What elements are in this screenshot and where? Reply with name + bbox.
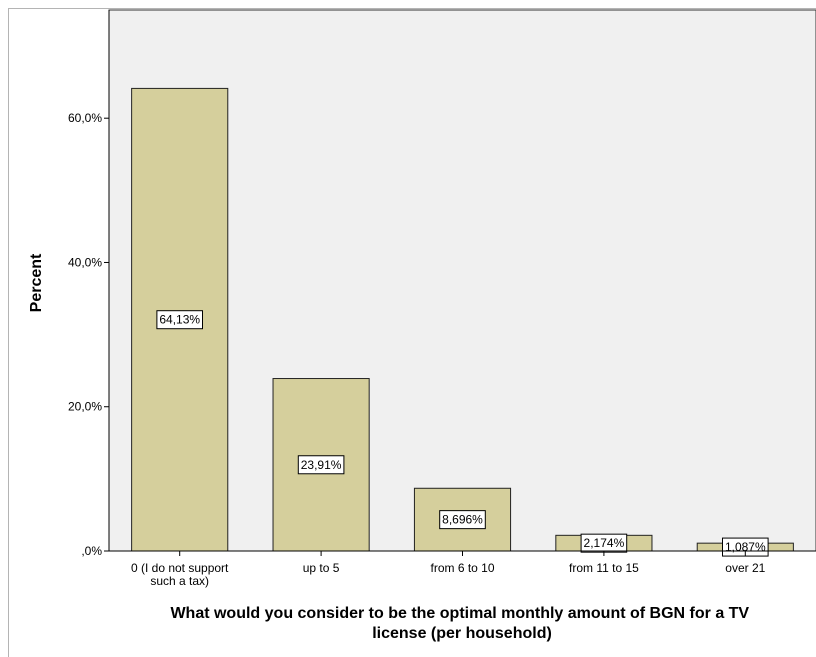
- y-tick-label: 40,0%: [68, 255, 102, 269]
- data-label: 8,696%: [439, 510, 486, 530]
- x-tick-label: over 21: [725, 561, 765, 575]
- x-tick-label: up to 5: [303, 561, 340, 575]
- bar: [272, 378, 370, 552]
- x-axis-title: What would you consider to be the optima…: [170, 605, 753, 642]
- y-tick-label: ,0%: [81, 544, 102, 558]
- y-tick-label: 60,0%: [68, 111, 102, 125]
- y-axis-title: Percent: [28, 253, 45, 312]
- chart-frame: [8, 8, 816, 657]
- x-tick-label: from 11 to 15: [569, 561, 639, 575]
- data-label-text: 23,91%: [301, 458, 342, 472]
- data-label-box: [439, 510, 486, 530]
- data-label-box: [156, 310, 203, 330]
- y-tick-label: 20,0%: [68, 400, 102, 414]
- x-tick-label-line: from 6 to 10: [430, 561, 494, 575]
- x-tick-label: 0 (I do not support such a tax): [131, 561, 229, 588]
- y-axis: ,0% 20,0% 40,0% 60,0%: [68, 10, 110, 558]
- data-labels: 64,13%23,91%8,696%2,174% 1,087%: [156, 310, 769, 557]
- data-label-box: [297, 455, 345, 475]
- x-tick-label-line: up to 5: [303, 561, 340, 575]
- data-label-text: 8,696%: [442, 513, 483, 527]
- x-tick-label-line: over 21: [725, 561, 765, 575]
- x-tick-label-line: such a tax): [150, 574, 209, 588]
- data-label-box: [722, 537, 769, 557]
- x-tick-label-line: from 11 to 15: [569, 561, 639, 575]
- x-axis-title-line-2: license (per household): [372, 625, 552, 642]
- data-label: 23,91%: [297, 455, 345, 475]
- data-label-text: 64,13%: [159, 313, 200, 327]
- x-tick-label: from 6 to 10: [430, 561, 494, 575]
- data-label: 64,13%: [156, 310, 203, 330]
- data-label: 2,174%: [580, 533, 628, 553]
- x-axis-title-line-1: What would you consider to be the optima…: [170, 605, 749, 622]
- x-tick-label-line: 0 (I do not support: [131, 561, 229, 575]
- x-axis: 0 (I do not support such a tax) up to 5 fro…: [109, 550, 816, 588]
- data-label-text: 2,174%: [584, 536, 625, 550]
